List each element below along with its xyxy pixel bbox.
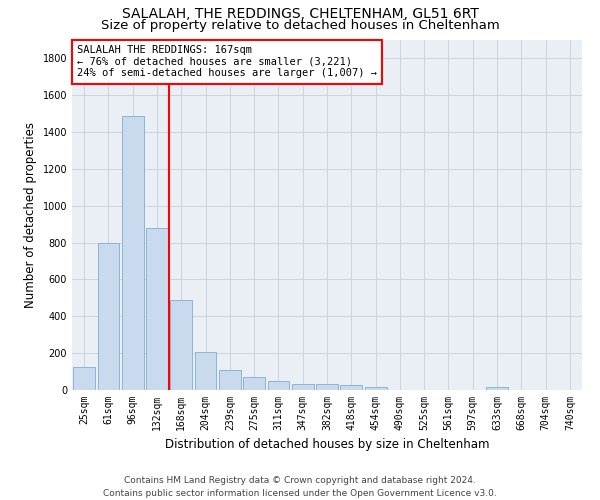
- Bar: [146, 228, 168, 390]
- Text: SALALAH THE REDDINGS: 167sqm
← 76% of detached houses are smaller (3,221)
24% of: SALALAH THE REDDINGS: 167sqm ← 76% of de…: [77, 46, 377, 78]
- X-axis label: Distribution of detached houses by size in Cheltenham: Distribution of detached houses by size …: [165, 438, 489, 452]
- Bar: [340, 386, 362, 390]
- Text: Contains HM Land Registry data © Crown copyright and database right 2024.
Contai: Contains HM Land Registry data © Crown c…: [103, 476, 497, 498]
- Bar: [486, 387, 508, 390]
- Bar: [97, 242, 119, 390]
- Bar: [268, 381, 289, 390]
- Bar: [316, 384, 338, 390]
- Text: SALALAH, THE REDDINGS, CHELTENHAM, GL51 6RT: SALALAH, THE REDDINGS, CHELTENHAM, GL51 …: [122, 8, 478, 22]
- Bar: [73, 367, 95, 390]
- Bar: [194, 352, 217, 390]
- Text: Size of property relative to detached houses in Cheltenham: Size of property relative to detached ho…: [101, 19, 499, 32]
- Bar: [219, 370, 241, 390]
- Bar: [365, 386, 386, 390]
- Bar: [243, 377, 265, 390]
- Bar: [292, 384, 314, 390]
- Y-axis label: Number of detached properties: Number of detached properties: [24, 122, 37, 308]
- Bar: [170, 300, 192, 390]
- Bar: [122, 116, 143, 390]
